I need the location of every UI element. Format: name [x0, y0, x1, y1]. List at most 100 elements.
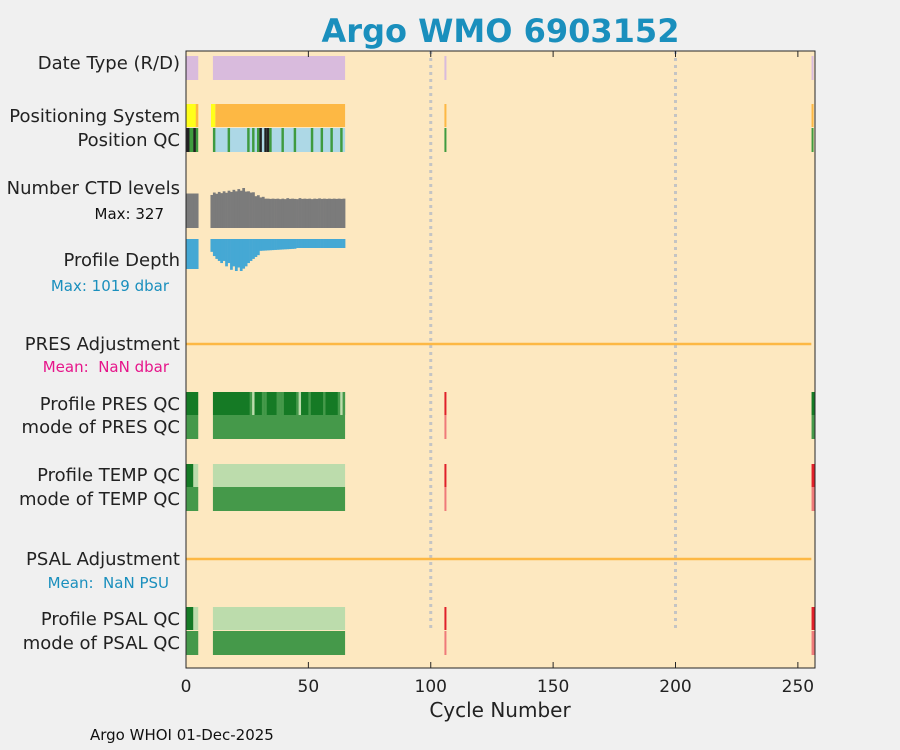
- row-annotations: Max: 327 Max: 1019 dbar Mean: NaN dbar M…: [43, 205, 170, 592]
- plot-background: [186, 51, 815, 668]
- ctd-levels-bar: [261, 196, 265, 228]
- profile-psal-qc-bad-mark: [811, 607, 815, 630]
- profile-depth-bar: [323, 239, 326, 248]
- profile-pres-qc-mark: [261, 392, 265, 415]
- profile-pres-qc-mark: [342, 392, 346, 415]
- ctd-levels-bar: [225, 192, 228, 228]
- mode-psal-qc-bad-mark: [811, 631, 815, 655]
- position-qc-good-mark: [269, 128, 272, 152]
- profile-depth-bar: [186, 239, 189, 269]
- ctd-levels-bar: [318, 198, 321, 228]
- mode-pres-qc-mark: [811, 415, 815, 439]
- ctd-levels-bar: [310, 199, 314, 228]
- profile-depth-bar: [244, 239, 248, 267]
- profile-depth-bar: [293, 239, 297, 249]
- ctd-levels-bar: [230, 191, 233, 228]
- profile-pres-qc-mark: [249, 392, 253, 415]
- label-profile-depth: Profile Depth: [63, 250, 180, 271]
- position-qc-dark-mark: [259, 128, 262, 152]
- chart-marks: [186, 56, 815, 655]
- profile-depth-bar: [337, 239, 341, 248]
- ctd-levels-bar: [215, 193, 219, 228]
- position-qc-good-mark: [256, 128, 260, 152]
- ctd-levels-bar: [308, 198, 312, 228]
- ctd-levels-bar: [220, 193, 224, 228]
- profile-depth-bar: [327, 239, 331, 248]
- profile-depth-bar: [330, 239, 334, 248]
- chart-title: Argo WMO 6903152: [321, 12, 680, 50]
- profile-temp-qc-bad-mark: [444, 464, 447, 487]
- ctd-levels-bar: [315, 198, 319, 228]
- ctd-levels-bar: [298, 198, 302, 228]
- ctd-levels-bar: [234, 191, 238, 228]
- profile-pres-qc-mark: [308, 392, 311, 415]
- profile-depth-bar: [242, 239, 246, 269]
- profile-depth-bar: [276, 239, 280, 250]
- ctd-levels-bar: [237, 189, 241, 228]
- profile-depth-bar: [335, 239, 339, 248]
- profile-depth-bar: [212, 239, 216, 257]
- ctd-levels-bar: [264, 198, 268, 228]
- position-qc-dark-mark: [193, 128, 196, 152]
- profile-depth-bar: [315, 239, 319, 248]
- profile-depth-bar: [222, 239, 226, 261]
- label-date-type: Date Type (R/D): [38, 53, 180, 74]
- ctd-levels-bar: [227, 190, 231, 228]
- ctd-levels-bar: [232, 189, 236, 228]
- profile-pres-qc-mark: [296, 392, 299, 415]
- profile-temp-qc-light-bar: [193, 464, 199, 487]
- label-mode-temp-qc: mode of TEMP QC: [19, 489, 180, 510]
- ctd-levels-bar: [296, 199, 299, 228]
- profile-depth-bar: [313, 239, 317, 248]
- profile-pres-qc-bad-mark: [444, 392, 447, 415]
- label-psal-adjustment: PSAL Adjustment: [26, 549, 180, 570]
- profile-depth-bar: [318, 239, 321, 248]
- position-qc-dark-mark: [266, 128, 270, 152]
- position-qc-good-mark: [247, 128, 250, 152]
- position-qc-good-mark: [281, 128, 284, 152]
- profile-pres-qc-light-mark: [252, 392, 255, 415]
- ctd-levels-bar: [286, 198, 290, 228]
- label-profile-temp-qc: Profile TEMP QC: [37, 465, 180, 486]
- x-tick-label: 250: [782, 677, 814, 697]
- ctd-levels-bar: [269, 198, 272, 228]
- profile-depth-bar: [308, 239, 312, 248]
- profile-depth-max: Max: 1019 dbar: [51, 277, 170, 295]
- profile-depth-bar: [230, 239, 233, 270]
- label-profile-psal-qc: Profile PSAL QC: [41, 609, 180, 630]
- profile-temp-qc-bad-mark: [811, 464, 815, 487]
- profile-pres-qc-mark: [811, 392, 815, 415]
- positioning-gps-bar: [215, 104, 346, 127]
- profile-depth-bar: [288, 239, 292, 250]
- position-qc-good-mark: [293, 128, 297, 152]
- position-qc-good-mark: [212, 128, 216, 152]
- ctd-levels-bar: [222, 191, 226, 228]
- ctd-levels-bar: [330, 198, 334, 228]
- label-position-qc: Position QC: [77, 130, 180, 151]
- profile-pres-qc-bar: [186, 392, 199, 415]
- ctd-levels-bar: [186, 193, 189, 228]
- ctd-levels-bar: [279, 199, 282, 228]
- profile-depth-bar: [256, 239, 260, 256]
- ctd-levels-bar: [256, 195, 260, 228]
- ctd-levels-bar: [210, 194, 214, 228]
- x-tick-label: 100: [415, 677, 447, 697]
- profile-depth-bar: [264, 239, 268, 251]
- ctd-levels-bar: [271, 198, 275, 228]
- label-positioning-system: Positioning System: [9, 106, 180, 127]
- ctd-levels-bar: [217, 191, 221, 228]
- vertical-gridlines: [429, 51, 677, 628]
- profile-pres-qc-light-mark: [340, 392, 343, 415]
- profile-depth-bar: [298, 239, 302, 248]
- position-qc-good-mark: [340, 128, 343, 152]
- date-type-mark: [444, 56, 447, 80]
- ctd-levels-bar: [293, 198, 297, 228]
- profile-depth-bar: [305, 239, 309, 248]
- position-qc-dark-mark: [264, 128, 267, 152]
- ctd-levels-bar: [254, 196, 258, 228]
- ctd-levels-bar: [337, 198, 341, 228]
- ctd-levels-bar: [242, 188, 246, 228]
- profile-depth-bar: [239, 239, 243, 271]
- profile-pres-qc-mark: [264, 392, 267, 415]
- profile-depth-bar: [303, 239, 307, 248]
